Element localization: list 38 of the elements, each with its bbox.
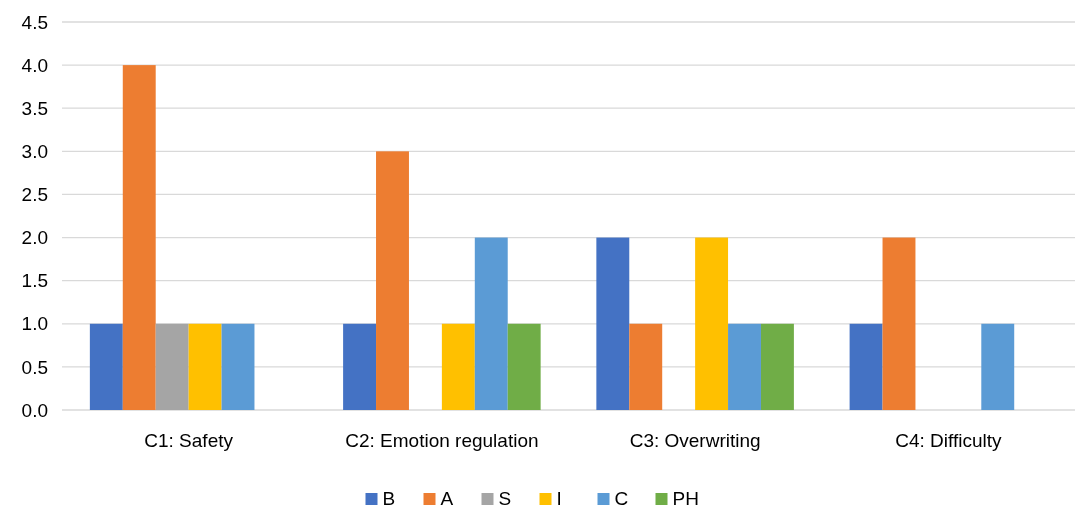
x-tick-label: C3: Overwriting [629, 430, 761, 451]
bar [981, 323, 1015, 410]
bar [507, 323, 541, 410]
y-tick-label: 0.0 [21, 399, 48, 421]
bar [89, 323, 123, 410]
bar [188, 323, 222, 410]
x-tick-label: C2: Emotion regulation [345, 430, 539, 451]
bar [629, 323, 663, 410]
legend-label: I [556, 488, 562, 509]
y-tick-label: 0.5 [21, 356, 48, 378]
bar [221, 323, 255, 410]
bar [882, 237, 916, 410]
bar [728, 323, 761, 410]
y-tick-label: 3.0 [21, 140, 48, 162]
bar [376, 151, 409, 410]
x-tick-label: C4: Difficulty [895, 430, 1003, 451]
y-tick-label: 2.0 [21, 227, 48, 249]
legend-label: C [614, 488, 629, 509]
legend-label: B [382, 488, 396, 509]
bar [474, 237, 508, 410]
bar [849, 323, 883, 410]
bar [596, 237, 630, 410]
bar [122, 65, 156, 410]
legend-label: S [498, 488, 512, 509]
y-tick-label: 4.5 [21, 11, 48, 33]
bar [441, 323, 475, 410]
y-tick-label: 4.0 [21, 54, 48, 76]
y-tick-label: 3.5 [21, 97, 48, 119]
legend-label: A [440, 488, 454, 509]
bar [760, 323, 794, 410]
bar [343, 323, 377, 410]
y-tick-label: 2.5 [21, 184, 48, 206]
y-tick-label: 1.0 [21, 313, 48, 335]
legend-label: PH [672, 488, 699, 509]
x-tick-label: C1: Safety [144, 430, 234, 451]
y-tick-label: 1.5 [21, 270, 48, 292]
bar [695, 237, 729, 410]
bar [155, 323, 189, 410]
